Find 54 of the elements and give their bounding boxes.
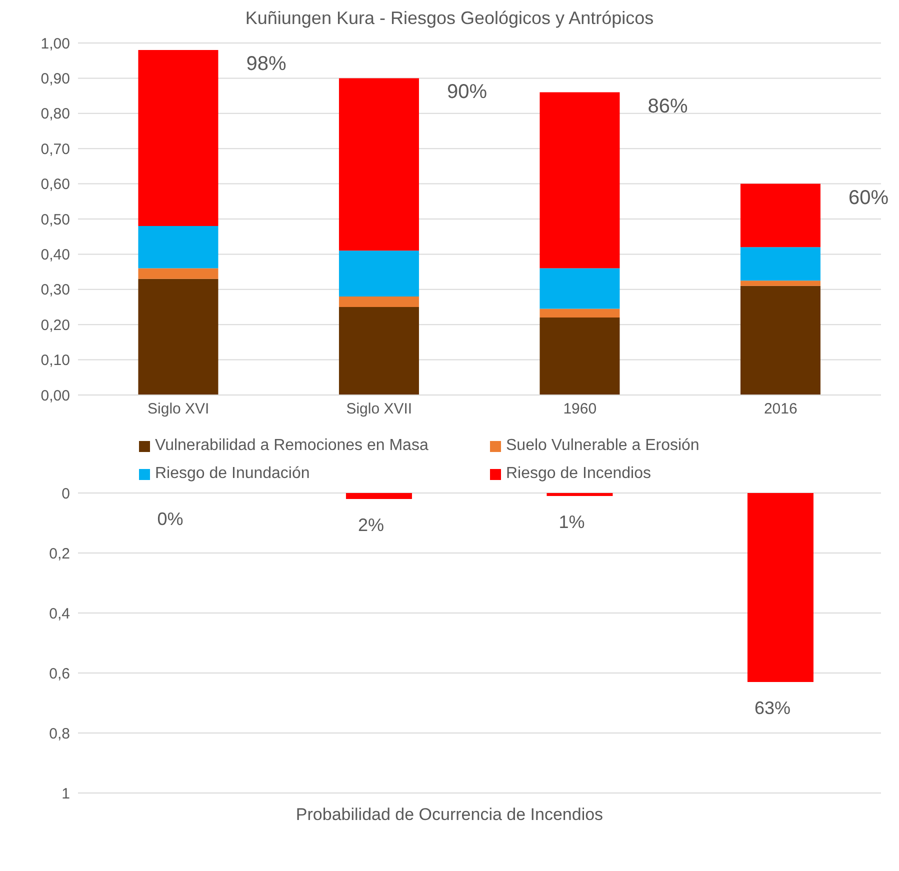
- y-tick-label: 0,6: [49, 665, 70, 682]
- legend-label: Riesgo de Inundación: [155, 465, 310, 483]
- data-label: 63%: [754, 698, 790, 718]
- bar: [338, 78, 419, 251]
- x-axis-title: Probabilidad de Ocurrencia de Incendios: [294, 805, 604, 825]
- y-tick-label: 0,20: [40, 316, 70, 334]
- legend-label: Riesgo de Incendios: [506, 465, 651, 483]
- y-tick-label: 0: [62, 485, 70, 502]
- y-tick-label: 0,2: [49, 545, 70, 562]
- total-label: 86%: [648, 95, 688, 118]
- y-tick-label: 0,50: [40, 211, 70, 228]
- bar: [540, 308, 620, 318]
- y-tick-label: 0,30: [40, 282, 70, 299]
- y-tick-label: 0,80: [40, 106, 70, 123]
- bar: [740, 184, 820, 248]
- bar: [346, 493, 412, 499]
- data-label: 0%: [157, 509, 184, 529]
- bar: [740, 286, 820, 395]
- y-tick-label: 0,00: [40, 387, 70, 404]
- bar: [540, 92, 620, 268]
- total-label: 98%: [246, 53, 286, 76]
- x-tick-label: Siglo XVI: [148, 400, 210, 418]
- bar: [138, 50, 218, 226]
- y-tick-label: 0,4: [49, 605, 70, 622]
- y-tick-label: 0,8: [49, 725, 70, 742]
- bar: [338, 307, 419, 395]
- y-tick-label: 1,00: [40, 35, 70, 52]
- bar: [138, 268, 218, 279]
- data-label: 1%: [558, 512, 585, 532]
- total-label: 90%: [446, 81, 488, 104]
- legend-label: Suelo Vulnerable a Erosión: [506, 437, 700, 455]
- bar: [740, 280, 820, 286]
- y-tick-label: 0,60: [40, 176, 70, 194]
- y-tick-label: 0,70: [40, 140, 70, 158]
- bar: [138, 226, 218, 268]
- x-tick-label: 1960: [563, 400, 597, 418]
- y-tick-label: 0,10: [40, 352, 70, 370]
- bar: [338, 296, 419, 307]
- bar: [740, 247, 820, 281]
- y-tick-label: 1: [62, 785, 70, 802]
- bar: [546, 493, 613, 496]
- bar: [747, 493, 814, 682]
- total-label: 60%: [848, 186, 889, 209]
- bar: [138, 278, 218, 395]
- bar: [540, 268, 620, 309]
- legend-label: Vulnerabilidad a Remociones en Masa: [155, 437, 428, 455]
- chart-title: Kuñiungen Kura - Riesgos Geológicos y Antrópicos: [244, 8, 655, 29]
- y-tick-label: 0,40: [40, 246, 70, 264]
- y-tick-label: 0,90: [40, 70, 70, 88]
- bar: [338, 250, 419, 296]
- x-tick-label: Siglo XVII: [346, 400, 412, 418]
- x-tick-label: 2016: [764, 400, 798, 418]
- bar: [540, 318, 620, 395]
- data-label: 2%: [358, 515, 384, 535]
